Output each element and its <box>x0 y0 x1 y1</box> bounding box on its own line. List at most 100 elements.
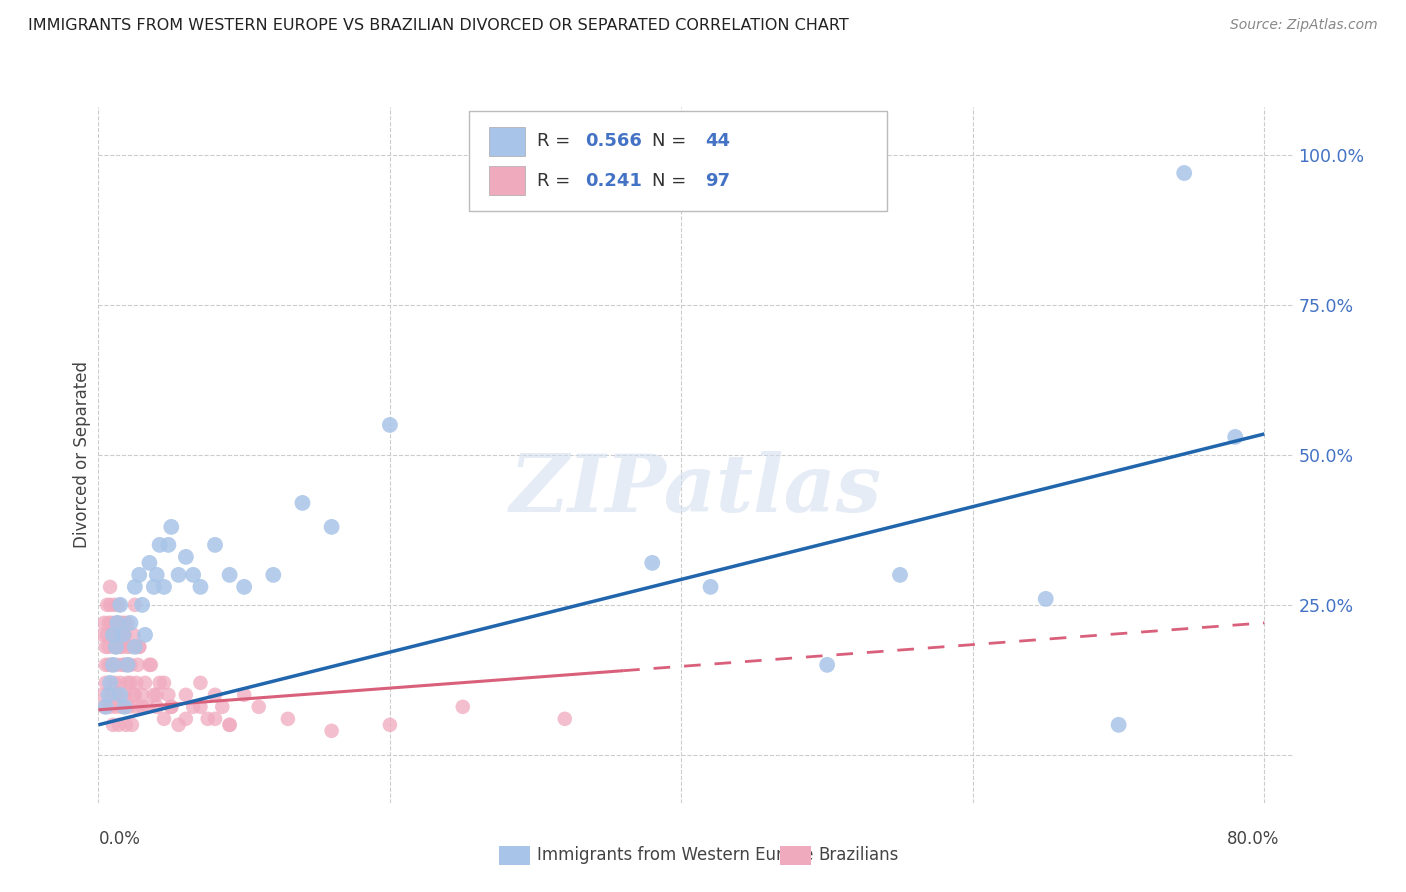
Point <box>218 567 240 582</box>
Point <box>134 676 156 690</box>
Text: 97: 97 <box>706 172 731 191</box>
Point <box>97 688 120 702</box>
Point <box>153 676 176 690</box>
Point <box>103 676 125 690</box>
Point <box>157 538 180 552</box>
Point <box>190 699 212 714</box>
Text: 0.0%: 0.0% <box>98 830 141 847</box>
Point <box>190 676 212 690</box>
Point <box>94 640 117 654</box>
Point <box>291 496 314 510</box>
Point <box>103 640 125 654</box>
Point <box>96 628 118 642</box>
Point <box>247 699 270 714</box>
Point <box>131 598 153 612</box>
Point <box>122 688 145 702</box>
Point <box>1173 166 1195 180</box>
Point <box>105 615 128 630</box>
Point <box>153 580 176 594</box>
Point <box>1108 718 1130 732</box>
Point <box>120 657 142 672</box>
Point <box>114 699 136 714</box>
Point <box>108 598 131 612</box>
Point <box>218 718 240 732</box>
Point <box>94 699 117 714</box>
Point <box>91 628 114 642</box>
Point <box>136 699 159 714</box>
Point <box>115 640 138 654</box>
Point <box>174 549 197 564</box>
Point <box>190 580 212 594</box>
Point <box>100 657 122 672</box>
Point <box>160 520 183 534</box>
Point <box>101 628 124 642</box>
Point <box>101 628 124 642</box>
Point <box>111 628 134 642</box>
Point <box>117 615 139 630</box>
Point <box>142 580 165 594</box>
Point <box>131 699 153 714</box>
Text: Source: ZipAtlas.com: Source: ZipAtlas.com <box>1230 18 1378 32</box>
Point <box>167 567 190 582</box>
Point <box>124 580 146 594</box>
Point <box>120 640 142 654</box>
Point <box>138 556 160 570</box>
Point <box>174 688 197 702</box>
Point <box>117 657 139 672</box>
Point <box>889 567 911 582</box>
Point <box>91 688 114 702</box>
Point <box>554 712 576 726</box>
Point <box>120 676 142 690</box>
Text: 80.0%: 80.0% <box>1227 830 1279 847</box>
Text: 0.241: 0.241 <box>585 172 641 191</box>
Point <box>157 688 180 702</box>
Point <box>101 657 124 672</box>
Point <box>149 538 172 552</box>
Point <box>160 699 183 714</box>
Point <box>153 712 176 726</box>
Point <box>115 718 138 732</box>
Point <box>204 712 226 726</box>
Point <box>145 699 167 714</box>
Point <box>93 615 115 630</box>
Point <box>94 657 117 672</box>
Point <box>97 657 120 672</box>
Point <box>128 640 150 654</box>
Text: IMMIGRANTS FROM WESTERN EUROPE VS BRAZILIAN DIVORCED OR SEPARATED CORRELATION CH: IMMIGRANTS FROM WESTERN EUROPE VS BRAZIL… <box>28 18 849 33</box>
Point <box>128 640 150 654</box>
Point <box>321 723 343 738</box>
Point <box>211 699 233 714</box>
Text: R =: R = <box>537 132 576 150</box>
Text: 44: 44 <box>706 132 731 150</box>
Point <box>181 699 204 714</box>
Point <box>197 712 219 726</box>
Point <box>108 718 131 732</box>
Point <box>1035 591 1057 606</box>
Point <box>124 688 146 702</box>
Point <box>110 688 132 702</box>
Point <box>101 718 124 732</box>
Text: R =: R = <box>537 172 576 191</box>
Point <box>100 615 122 630</box>
Point <box>114 628 136 642</box>
Point <box>204 538 226 552</box>
Point <box>105 657 128 672</box>
Point <box>104 640 127 654</box>
Point <box>124 640 146 654</box>
Point <box>114 615 136 630</box>
Point <box>378 417 401 432</box>
Point <box>451 699 474 714</box>
Point <box>378 718 401 732</box>
Point <box>101 628 124 642</box>
Point <box>233 688 256 702</box>
Point <box>167 718 190 732</box>
Text: Immigrants from Western Europe: Immigrants from Western Europe <box>537 847 814 864</box>
Point <box>1225 430 1247 444</box>
Point <box>100 688 122 702</box>
Point <box>111 699 134 714</box>
Point <box>98 699 121 714</box>
Point <box>181 567 204 582</box>
Point <box>108 628 131 642</box>
Point <box>98 580 121 594</box>
Point <box>134 628 156 642</box>
